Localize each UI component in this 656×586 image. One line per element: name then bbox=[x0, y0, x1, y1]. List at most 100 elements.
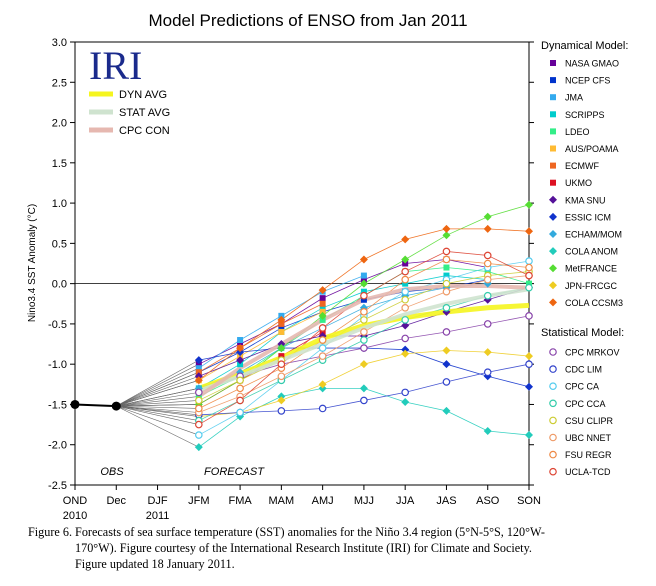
y-tick-label: 0.5 bbox=[52, 238, 67, 250]
data-point bbox=[359, 255, 368, 264]
data-point bbox=[318, 404, 327, 413]
legend-header-statistical: Statistical Model: bbox=[541, 327, 624, 339]
fan-line bbox=[116, 371, 199, 407]
data-point bbox=[237, 341, 244, 348]
data-point bbox=[278, 324, 285, 331]
data-point bbox=[483, 348, 492, 357]
y-tick-label: -0.5 bbox=[48, 319, 67, 331]
legend-marker bbox=[550, 128, 556, 135]
data-point bbox=[318, 311, 327, 320]
data-point bbox=[483, 291, 492, 300]
data-point bbox=[401, 321, 410, 330]
legend-marker bbox=[550, 145, 556, 152]
iri-logo: IRI bbox=[89, 43, 142, 88]
data-point bbox=[442, 328, 451, 336]
data-point bbox=[194, 376, 203, 385]
legend-marker bbox=[549, 247, 557, 256]
data-point bbox=[484, 268, 491, 275]
legend-label: AUS/POAMA bbox=[565, 144, 619, 154]
forecast-fan bbox=[116, 359, 199, 448]
data-point bbox=[277, 392, 286, 401]
data-point bbox=[319, 300, 326, 307]
data-point bbox=[360, 336, 368, 344]
data-point bbox=[195, 404, 203, 413]
y-tick-label: 1.5 bbox=[52, 158, 67, 170]
x-tick-label: ASO bbox=[476, 495, 500, 507]
legend-label: UCLA-TCD bbox=[565, 467, 611, 477]
series-line bbox=[198, 283, 488, 389]
data-point bbox=[525, 382, 533, 391]
data-point bbox=[401, 349, 410, 358]
data-point bbox=[402, 260, 409, 267]
data-point bbox=[442, 255, 451, 264]
data-point bbox=[195, 369, 202, 376]
data-point bbox=[360, 328, 368, 336]
legend-marker bbox=[549, 416, 557, 425]
data-point bbox=[442, 224, 451, 233]
fan-line bbox=[116, 367, 199, 407]
legend-marker bbox=[550, 162, 556, 169]
data-point bbox=[360, 308, 368, 316]
data-point bbox=[483, 251, 492, 260]
data-point bbox=[401, 303, 409, 312]
data-point bbox=[401, 267, 409, 276]
series-line bbox=[198, 259, 488, 365]
legend-marker bbox=[549, 450, 557, 459]
legend-label: FSU REGR bbox=[565, 450, 612, 460]
data-point bbox=[236, 344, 245, 353]
legend-label: NCEP CFS bbox=[565, 76, 610, 86]
data-point bbox=[360, 276, 367, 283]
data-point bbox=[318, 380, 327, 389]
legend-marker bbox=[549, 365, 557, 373]
fan-line bbox=[116, 400, 199, 407]
x-tick-label: DJF bbox=[147, 495, 167, 507]
data-point bbox=[443, 264, 450, 271]
data-point bbox=[402, 280, 409, 287]
legend-label: UBC NNET bbox=[565, 433, 612, 443]
data-point bbox=[319, 328, 326, 335]
data-point bbox=[236, 356, 245, 365]
data-point bbox=[359, 360, 368, 369]
legend-label: CSU CLIPR bbox=[565, 416, 614, 426]
data-point bbox=[360, 396, 368, 405]
legend-label: CPC CCA bbox=[565, 399, 606, 409]
legend-marker bbox=[550, 179, 556, 186]
data-point bbox=[525, 200, 533, 209]
fan-line bbox=[116, 405, 199, 421]
data-point bbox=[442, 287, 451, 296]
y-tick-label: 2.0 bbox=[52, 118, 67, 130]
fan-line bbox=[116, 363, 199, 407]
data-point bbox=[194, 356, 203, 365]
y-tick-label: 2.5 bbox=[52, 77, 67, 89]
data-point bbox=[318, 324, 327, 332]
data-point bbox=[359, 279, 368, 288]
data-point bbox=[401, 295, 409, 304]
fan-line bbox=[116, 359, 199, 407]
x-tick-label: JJA bbox=[396, 495, 415, 507]
data-point bbox=[525, 360, 533, 368]
legend-marker bbox=[549, 281, 557, 290]
legend-marker bbox=[550, 77, 556, 84]
observed-point bbox=[111, 401, 121, 411]
legend-header-dynamical: Dynamical Model: bbox=[541, 40, 628, 52]
data-point bbox=[360, 296, 367, 303]
legend-label: KMA SNU bbox=[565, 195, 606, 205]
data-point bbox=[483, 275, 492, 284]
legend-marker bbox=[549, 230, 557, 238]
data-point bbox=[401, 235, 410, 244]
chart-title: Model Predictions of ENSO from Jan 2011 bbox=[148, 11, 467, 30]
data-point bbox=[525, 257, 533, 265]
data-point bbox=[442, 303, 451, 312]
data-point bbox=[360, 316, 368, 324]
data-point bbox=[195, 396, 203, 405]
data-point bbox=[443, 272, 450, 279]
data-point bbox=[236, 348, 245, 357]
data-point bbox=[483, 368, 492, 377]
x-tick-label: JFM bbox=[188, 495, 209, 507]
legend-label: LDEO bbox=[565, 127, 590, 137]
data-point bbox=[359, 384, 368, 393]
data-point bbox=[401, 255, 410, 264]
data-point bbox=[194, 443, 203, 452]
data-point bbox=[525, 227, 533, 236]
data-point bbox=[318, 336, 327, 344]
